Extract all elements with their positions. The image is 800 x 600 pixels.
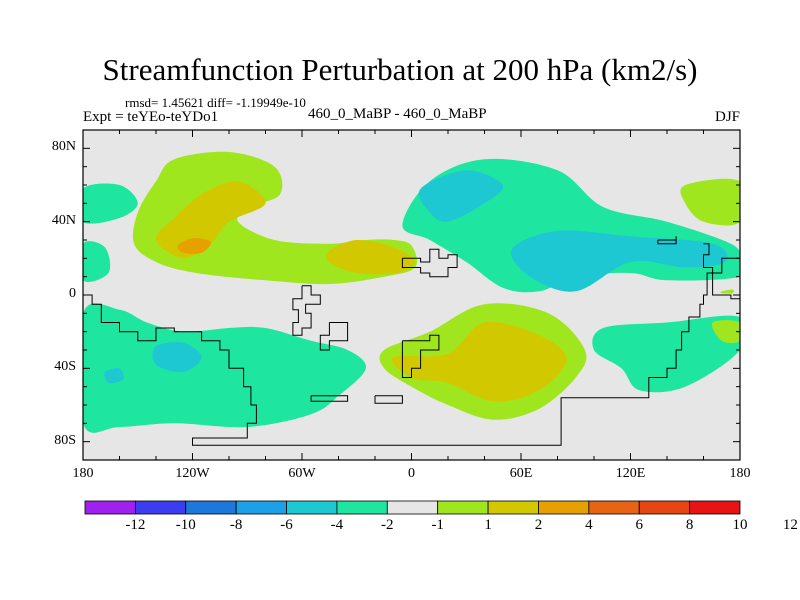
coastlines <box>83 236 740 446</box>
colorbar-label: -8 <box>229 517 243 533</box>
y-tick-label: 0 <box>69 286 76 301</box>
coastline-central-block-2 <box>319 322 349 351</box>
stats-text: rmsd= 1.45621 diff= -1.19949e-10 <box>125 95 306 110</box>
coastline-central-block-1 <box>292 285 321 336</box>
y-tick-label: 40N <box>51 212 76 228</box>
field-region-north-atlantic-core <box>325 239 416 275</box>
x-tick-label: 120W <box>175 466 210 481</box>
field-region-eurasia-core <box>418 170 504 222</box>
coastline-east-chain <box>703 243 740 300</box>
coastline-southern-africa-outline <box>401 334 440 378</box>
x-tick-label: 0 <box>408 466 415 481</box>
y-tick-label: 40S <box>54 359 76 375</box>
field-region-south-indian-core <box>391 321 567 402</box>
colorbar-swatch <box>588 500 640 515</box>
field-region-north-pacific-core <box>155 181 266 259</box>
field-region-south-pacific-small-core <box>104 367 124 384</box>
colorbar-label: 6 <box>635 517 643 533</box>
x-tick-label: 180 <box>72 466 94 481</box>
colorbar-swatch <box>689 500 741 515</box>
x-tick-label: 180 <box>729 466 751 481</box>
colorbar-label: -12 <box>125 517 146 533</box>
experiment-label: Expt = teYEo-teYDo1 <box>83 109 219 125</box>
coastline-central-block-3 <box>401 248 458 278</box>
colorbar-swatch <box>538 500 590 515</box>
y-tick-label: 80S <box>54 432 76 448</box>
field-regions <box>83 151 740 433</box>
colorbar-swatch <box>84 500 136 515</box>
x-tick-label: 60W <box>288 466 316 481</box>
colorbar-label: 4 <box>585 517 593 533</box>
colorbar-label: 2 <box>534 517 543 533</box>
x-tick-label: 120E <box>615 466 646 481</box>
coastline-south-islands-1 <box>310 395 349 402</box>
field-region-south-pacific-negative <box>83 303 366 433</box>
colorbar-swatch <box>638 500 691 515</box>
field-region-northeast-positive <box>680 178 740 226</box>
field-region-asia-core <box>510 230 728 292</box>
colorbar-swatch <box>235 500 287 515</box>
colorbar-label: 12 <box>782 517 798 533</box>
colorbar-swatch <box>185 500 237 515</box>
colorbar-swatch <box>286 500 338 515</box>
colorbar-label: -4 <box>330 517 344 533</box>
colorbar-label: 10 <box>732 517 748 533</box>
coastline-south-islands-2 <box>374 395 403 404</box>
field-region-dateline-east-negative <box>83 241 111 282</box>
colorbar-swatch <box>487 500 539 515</box>
colorbar-label: 1 <box>484 517 492 533</box>
field-region-north-pacific-max <box>177 238 212 255</box>
x-tick-label: 60E <box>509 466 533 481</box>
field-region-dateline-north-negative <box>83 183 138 224</box>
field-region-south-central-negative <box>592 315 740 393</box>
coastline-western-continent <box>83 254 740 446</box>
colorbar-label: -6 <box>280 517 293 533</box>
colorbar-swatch <box>386 500 439 515</box>
colorbar-swatch <box>134 500 187 515</box>
colorbar-swatch <box>336 500 388 515</box>
colorbar-label: 8 <box>685 517 694 533</box>
season-label: DJF <box>714 109 740 125</box>
colorbar-swatch <box>437 500 489 515</box>
field-region-south-pacific-core <box>152 341 202 373</box>
coastline-north-east-island <box>657 236 677 245</box>
colorbar-label: -2 <box>381 517 394 533</box>
field-region-east-small-positive <box>720 289 735 294</box>
center-label: 460_0_MaBP - 460_0_MaBP <box>308 106 487 122</box>
chart-title: Streamfunction Perturbation at 200 hPa (… <box>102 52 698 87</box>
colorbar-label: -1 <box>431 517 444 533</box>
field-region-east-edge-positive <box>711 320 740 344</box>
colorbar-label: -10 <box>175 517 196 533</box>
y-tick-label: 80N <box>51 139 76 155</box>
